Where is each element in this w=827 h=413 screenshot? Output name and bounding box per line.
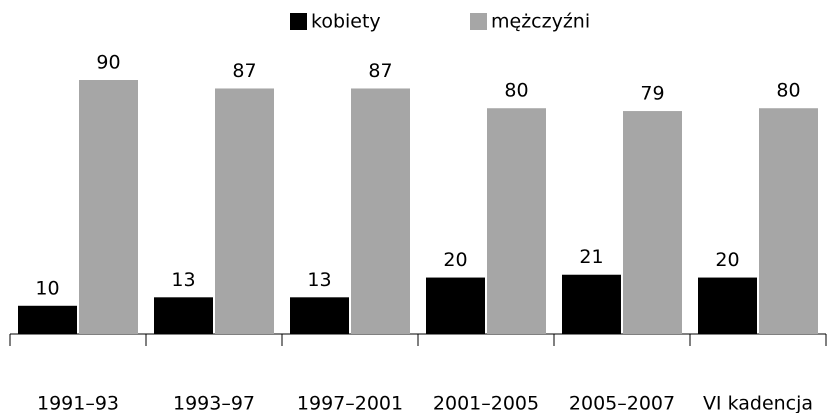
x-tick-label: 1997–2001	[297, 393, 403, 413]
value-label: 80	[776, 80, 800, 102]
bar	[623, 111, 682, 335]
value-label: 90	[96, 52, 120, 74]
legend-swatch	[290, 13, 307, 30]
value-label: 13	[307, 269, 331, 291]
legend-label: mężczyźni	[491, 11, 590, 33]
x-tick-label: VI kadencja	[703, 393, 813, 413]
bar	[759, 108, 818, 334]
bar	[698, 277, 757, 334]
bar	[562, 274, 621, 334]
bar	[487, 108, 546, 334]
bar	[426, 277, 485, 334]
value-label: 79	[640, 83, 664, 105]
bar	[351, 88, 410, 334]
value-label: 13	[171, 269, 195, 291]
value-label: 21	[579, 246, 603, 268]
x-tick-label: 2001–2005	[433, 393, 539, 413]
bar	[215, 88, 274, 334]
bar	[18, 305, 77, 334]
x-tick-label: 1993–97	[173, 393, 255, 413]
x-tick-label: 2005–2007	[569, 393, 675, 413]
bar	[79, 80, 138, 334]
value-label: 20	[715, 249, 739, 271]
value-label: 10	[35, 277, 59, 299]
bar	[290, 297, 349, 334]
legend-swatch	[470, 13, 487, 30]
bar	[154, 297, 213, 334]
legend-label: kobiety	[311, 11, 381, 33]
value-label: 87	[232, 60, 256, 82]
value-label: 87	[368, 60, 392, 82]
value-label: 20	[443, 249, 467, 271]
value-label: 80	[504, 80, 528, 102]
x-tick-label: 1991–93	[37, 393, 119, 413]
